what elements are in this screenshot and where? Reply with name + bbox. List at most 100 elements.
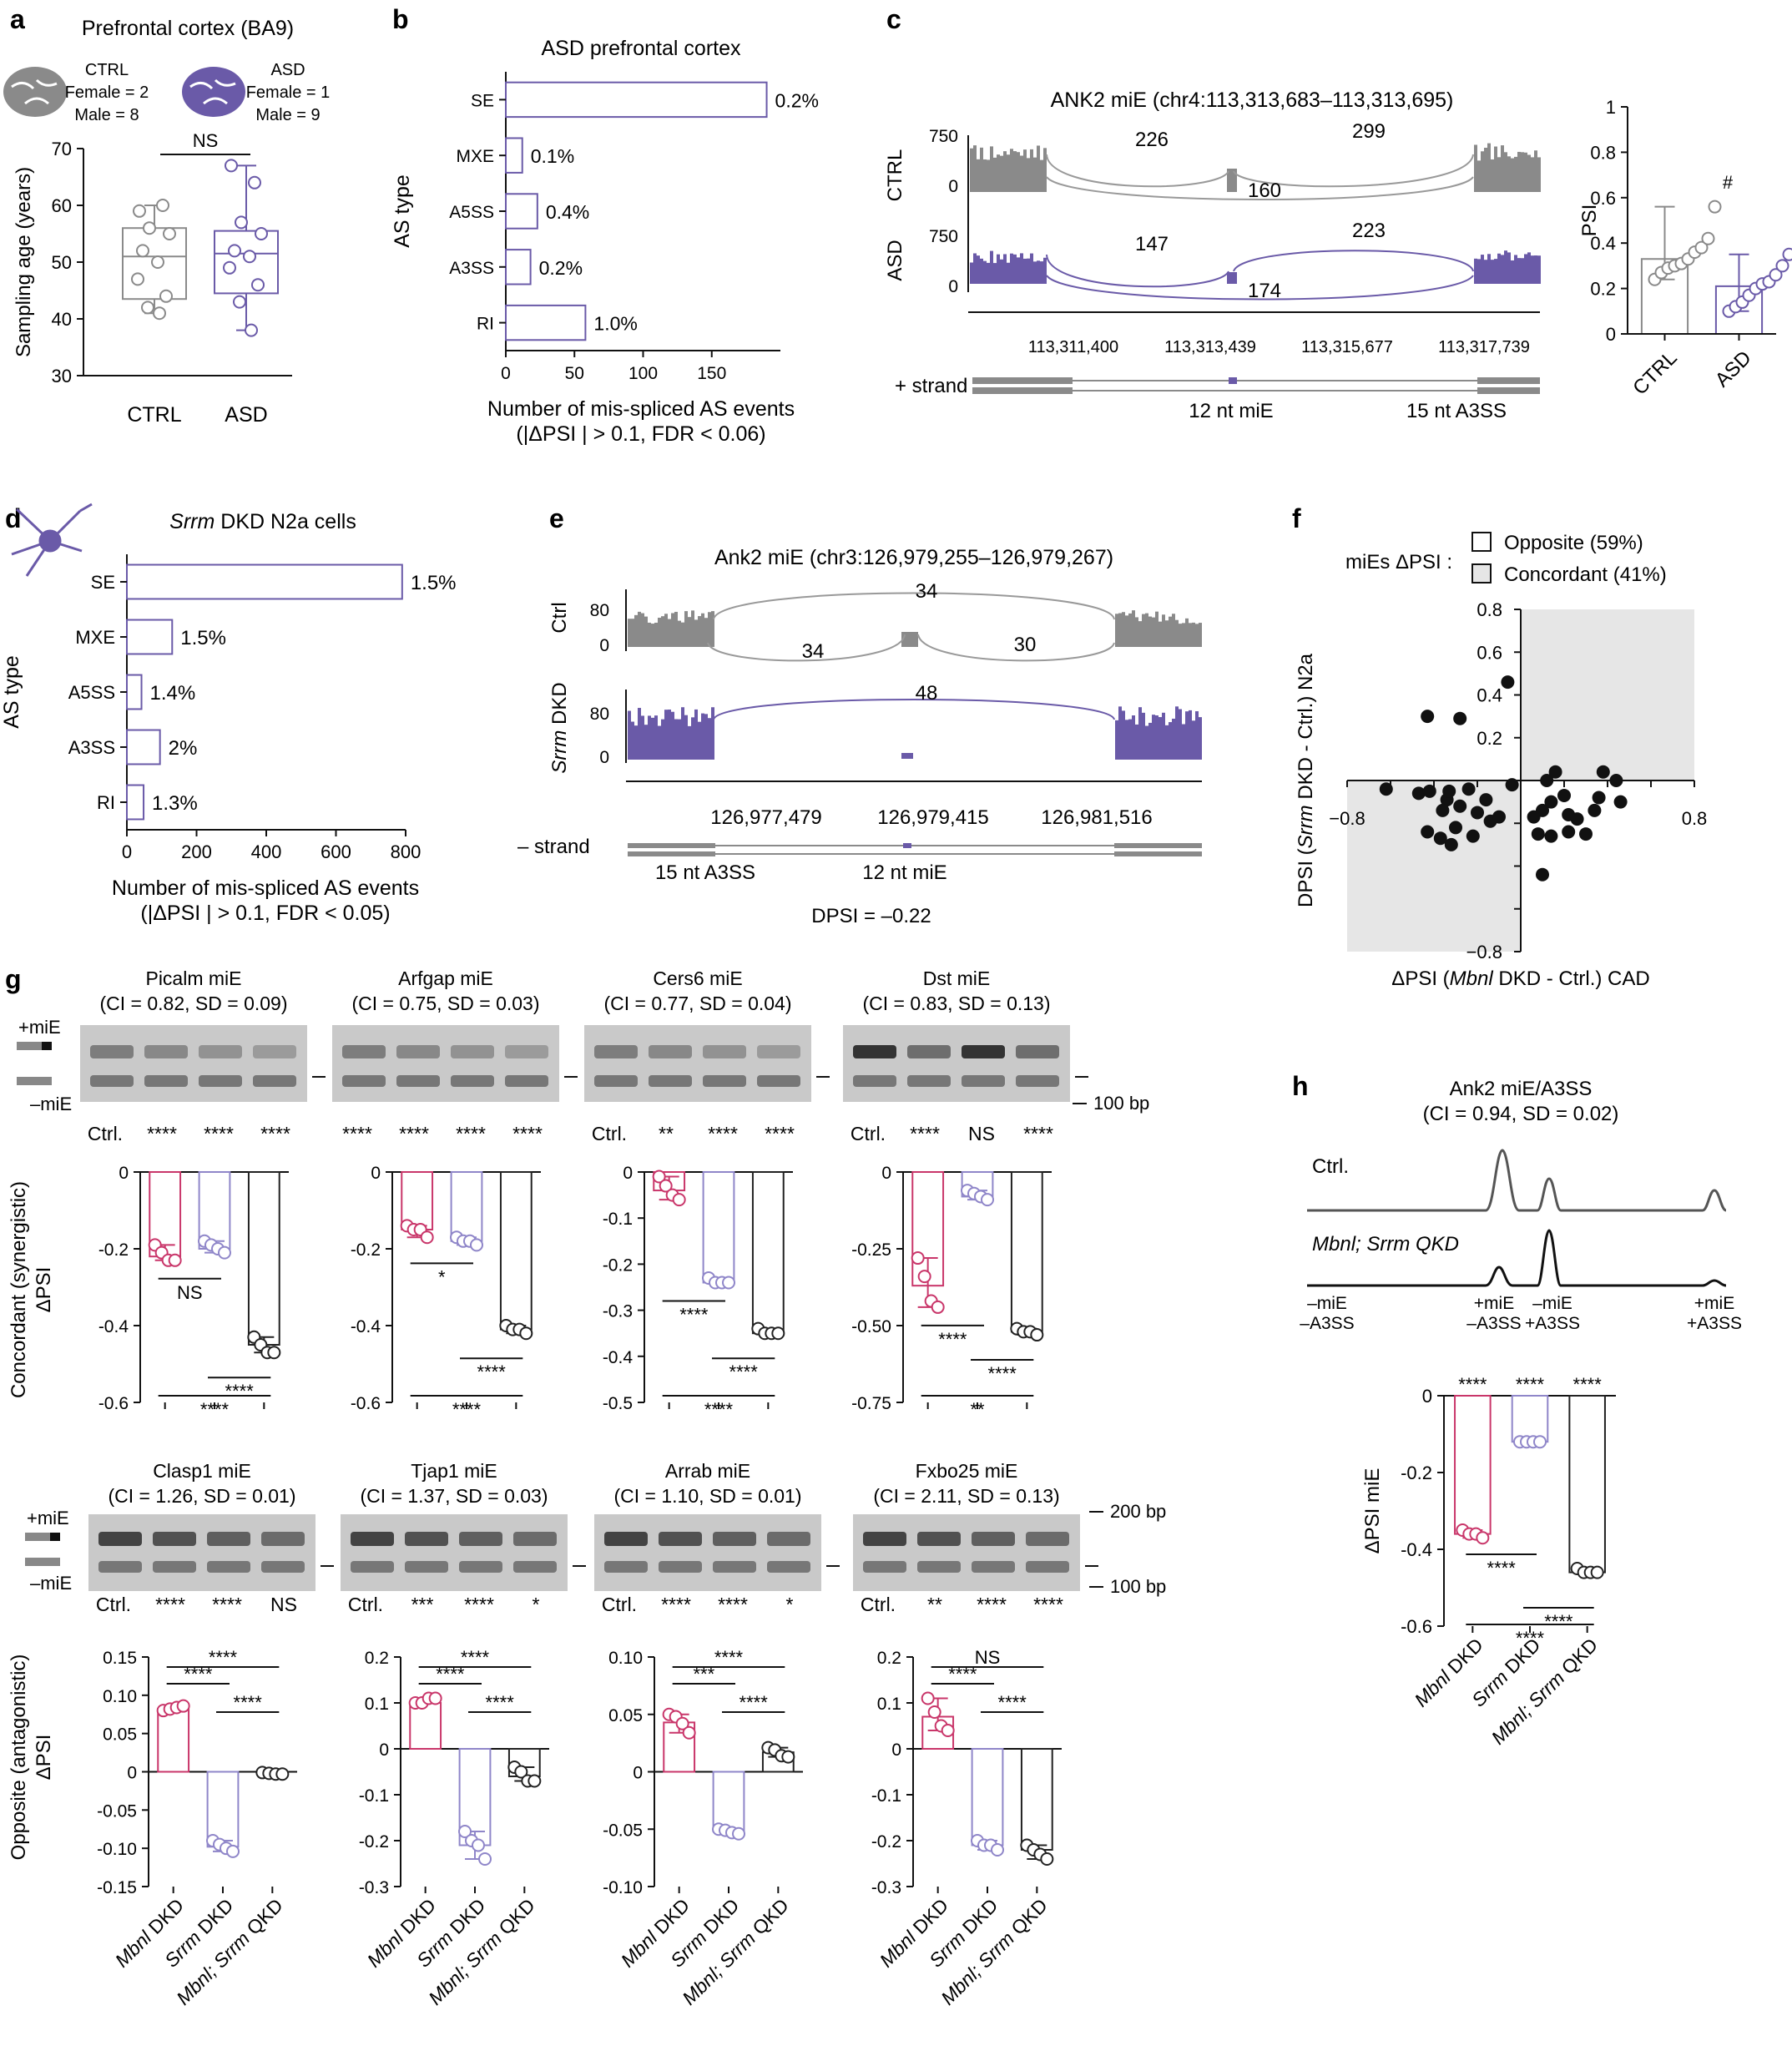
sig-label: ****	[679, 1304, 709, 1325]
coverage-bar	[648, 715, 651, 760]
coverage-bar	[1118, 706, 1122, 760]
concordant-quadrant	[1521, 609, 1694, 781]
scatter-point	[1557, 788, 1571, 802]
panel-b-title: ASD prefrontal cortex	[542, 37, 741, 60]
scatter-point	[1588, 803, 1602, 817]
scatter-point	[1442, 784, 1456, 798]
y-tick-label: −0.8	[1466, 942, 1502, 962]
y-tick-label: 0.6	[1590, 188, 1616, 209]
lane-sig: ****	[464, 1594, 494, 1615]
sig-label: ****	[1487, 1558, 1517, 1579]
lane-sig: ****	[1023, 1123, 1053, 1144]
size-marker-200: 200 bp	[1110, 1501, 1166, 1522]
gel-image	[88, 1514, 315, 1591]
sig-label: ****	[200, 1399, 230, 1420]
coverage-track-ctrl	[970, 143, 1541, 192]
gel-band-lower	[505, 1075, 548, 1087]
gel-band-lower	[917, 1561, 961, 1573]
lane-label: Ctrl.	[88, 1123, 123, 1144]
scatter-point	[1570, 812, 1584, 826]
coverage-bar	[1521, 258, 1524, 284]
coverage-bar	[1484, 148, 1487, 192]
sig-label: ****	[225, 1381, 255, 1402]
sig-label: ****	[1516, 1374, 1545, 1395]
lane-label: Ctrl.	[861, 1594, 896, 1615]
coverage-track-ctrl	[628, 610, 1202, 647]
peak-label-line: +miE	[1474, 1294, 1514, 1313]
data-point	[1590, 1565, 1604, 1579]
panel-e-title: Ank2 miE (chr3:126,979,255–126,979,267)	[714, 546, 1113, 569]
concordant-quadrant	[1347, 781, 1521, 952]
data-point	[131, 272, 144, 286]
coverage-bar	[681, 622, 684, 647]
coverage-bar	[1511, 158, 1514, 192]
y-axis-label: ΔPSI miE	[1361, 1468, 1384, 1554]
data-point	[168, 1253, 182, 1267]
y-tick-label: -0.1	[603, 1210, 633, 1229]
coverage-bar	[973, 145, 977, 192]
coverage-bar	[678, 719, 681, 760]
coverage-bar	[1514, 156, 1517, 192]
data-point	[136, 244, 149, 258]
x-tick-label: −0.8	[1329, 808, 1365, 829]
row2-ylabel-line2: ΔPSI	[33, 1735, 55, 1781]
gel-subtitle: (CI = 1.26, SD = 0.01)	[108, 1485, 295, 1507]
coverage-bar	[668, 619, 671, 647]
y-tick-label: -0.4	[351, 1317, 381, 1336]
data-point	[156, 199, 169, 212]
gene-model	[972, 377, 1540, 394]
panel-h-title-1: Ank2 miE/A3SS	[1450, 1078, 1593, 1100]
coverage-bar	[688, 617, 691, 647]
gel-band-lower	[863, 1561, 906, 1573]
coverage-bar	[1010, 149, 1013, 192]
data-point	[1030, 1328, 1044, 1342]
data-point	[159, 289, 173, 303]
coverage-bar	[1013, 151, 1017, 192]
gel-band-lower	[261, 1561, 305, 1573]
bar	[1511, 1395, 1549, 1443]
coverage-bar	[973, 253, 977, 284]
gel-band-upper	[703, 1045, 746, 1058]
y-tick-label: A5SS	[68, 682, 115, 703]
gel-band-upper	[405, 1532, 448, 1546]
panel-h: Ank2 miE/A3SS (CI = 0.94, SD = 0.02) Ctr…	[1300, 1078, 1742, 1749]
coverage-bar	[1491, 260, 1494, 284]
peak-label-line: +A3SS	[1687, 1314, 1742, 1333]
bar	[1010, 1171, 1043, 1333]
coverage-bar	[1040, 261, 1043, 284]
ytick: 80	[590, 705, 609, 724]
x-axis-label-sub: (|ΔPSI | > 0.1, FDR < 0.06)	[516, 422, 765, 446]
y-tick-label: SE	[91, 572, 115, 593]
bar	[505, 249, 532, 285]
y-tick-label: 0	[127, 1764, 137, 1783]
y-tick-label: -0.3	[603, 1302, 633, 1321]
label-plus-mie: +miE	[27, 1508, 69, 1528]
legend-asd: ASD Female = 1 Male = 9	[246, 61, 331, 124]
coordinate-label: 126,977,479	[710, 806, 821, 829]
data-label: 1.0%	[593, 313, 637, 335]
y-tick-label: -0.4	[603, 1348, 634, 1367]
y-tick-label: 0	[891, 1740, 901, 1760]
y-tick-label: -0.1	[871, 1786, 901, 1806]
coverage-bar	[905, 632, 908, 647]
gel-band-upper	[972, 1532, 1015, 1546]
panel-a: Prefrontal cortex (BA9) CTRL Female = 2 …	[3, 17, 330, 427]
tick-rest: QKD	[1553, 1634, 1602, 1682]
x-axis-label: Number of mis-spliced AS events	[112, 876, 419, 900]
scatter-point	[1471, 806, 1484, 820]
coverage-bar	[698, 616, 701, 647]
data-point	[267, 1346, 281, 1360]
coverage-bar	[1494, 259, 1497, 284]
coverage-bar	[997, 154, 1000, 192]
data-point	[472, 1838, 485, 1852]
coverage-bar	[1023, 258, 1027, 284]
coverage-bar	[1158, 717, 1162, 760]
coordinate-label: 113,315,677	[1301, 338, 1393, 356]
coverage-bar	[1531, 255, 1534, 284]
data-point	[514, 1765, 528, 1779]
y-tick-label: 0.1	[877, 1695, 901, 1714]
y-tick-label: 0	[371, 1164, 381, 1183]
legend-ctrl-male: Male = 8	[74, 106, 139, 124]
y-tick-label: 0.2	[1590, 279, 1616, 300]
feature-label: 12 nt miE	[862, 861, 946, 884]
